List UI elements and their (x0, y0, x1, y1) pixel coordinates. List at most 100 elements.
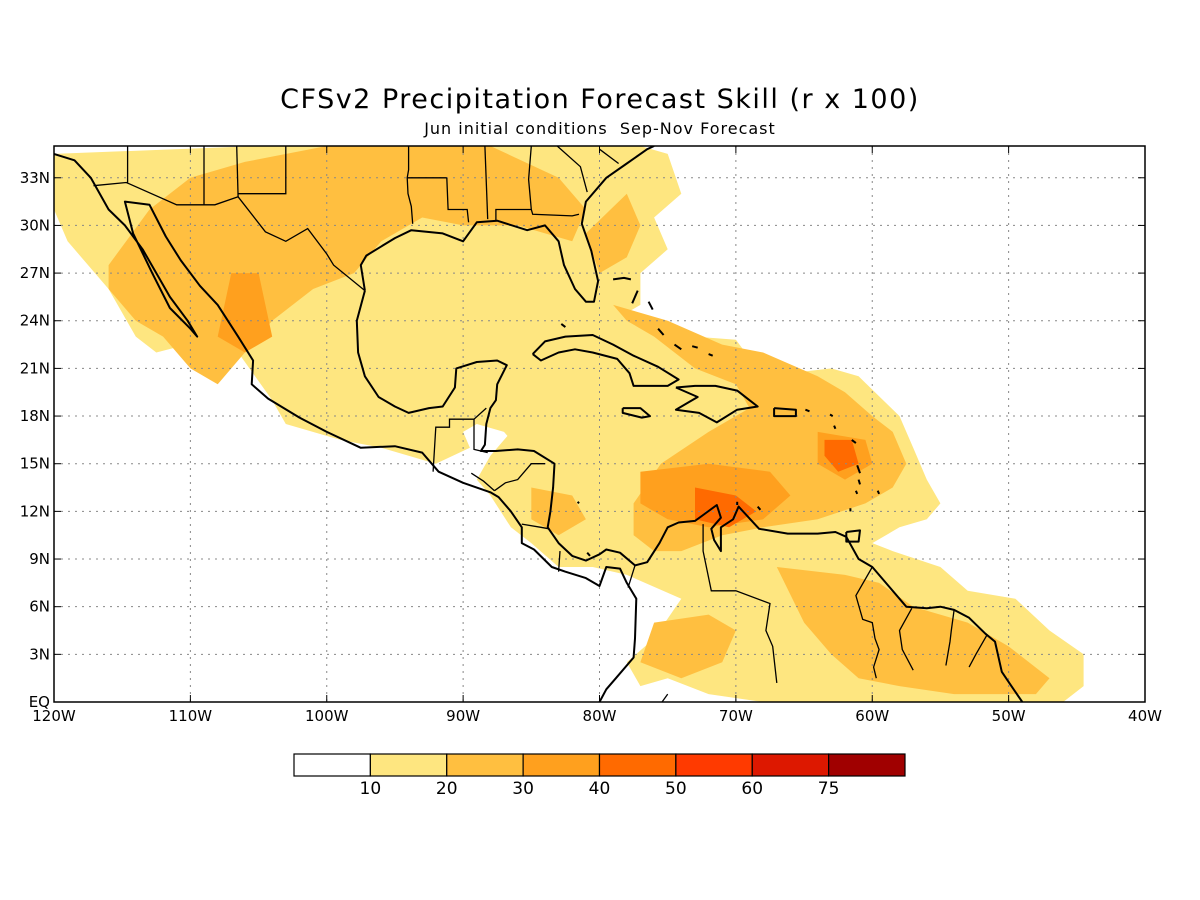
skill-region-level-2 (776, 567, 1050, 695)
coastline (674, 384, 759, 424)
border-line (968, 634, 988, 668)
lat-tick-label: 24N (20, 312, 50, 330)
lon-tick-label: 110W (169, 707, 213, 725)
lon-tick-label: 90W (446, 707, 480, 725)
colorbar-label: 50 (665, 779, 687, 799)
coastline (531, 334, 680, 387)
coastline (355, 290, 1024, 702)
chart-subtitle: Jun initial conditions Sep-Nov Forecast (424, 119, 776, 138)
coastline (708, 353, 714, 357)
lat-tick-label: 9N (29, 550, 50, 568)
lat-tick-label: 18N (20, 407, 50, 425)
coastline (621, 407, 651, 419)
lon-tick-label: 70W (719, 707, 753, 725)
coastline (612, 276, 632, 281)
lat-tick-label: 6N (29, 598, 50, 616)
colorbar-swatch (675, 753, 753, 777)
colorbar-swatch (598, 753, 677, 777)
colorbar-label: 10 (360, 779, 382, 799)
border-line (556, 146, 588, 193)
border-line (236, 146, 239, 197)
border-line (945, 609, 955, 666)
coastlines (54, 146, 1024, 702)
border-line (661, 693, 669, 702)
lat-tick-label: 33N (20, 169, 50, 187)
border-line (494, 463, 545, 492)
border-line (484, 146, 489, 220)
lon-tick-label: 100W (305, 707, 349, 725)
coastline (657, 328, 665, 336)
coastline (673, 343, 682, 351)
colorbar-swatch (293, 753, 371, 777)
colorbar-swatch (369, 753, 448, 777)
lon-tick-label: 80W (583, 707, 617, 725)
border-line (627, 565, 636, 588)
colorbar-label: 60 (741, 779, 763, 799)
lat-tick-label: 15N (20, 455, 50, 473)
border-line (855, 566, 880, 679)
border-line (238, 146, 287, 195)
border-line (446, 177, 470, 223)
coastline (576, 501, 580, 505)
colorbar-swatch (446, 753, 524, 777)
chart-title: CFSv2 Precipitation Forecast Skill (r x … (280, 84, 920, 115)
coastline (560, 323, 567, 328)
border-line (432, 418, 488, 472)
colorbar: 10 20 30 40 50 60 75 (293, 753, 906, 799)
lat-tick-label: 21N (20, 359, 50, 377)
coastline (856, 464, 861, 474)
political-borders (93, 146, 988, 702)
skill-region-level-4 (824, 439, 859, 472)
colorbar-swatch (522, 753, 601, 777)
coastline (805, 408, 810, 413)
border-line (599, 148, 619, 165)
colorbar-label: 20 (436, 779, 458, 799)
lat-tick-label: 12N (20, 502, 50, 520)
border-line (898, 607, 914, 671)
skill-region-level-2 (585, 193, 641, 274)
lat-tick-label: EQ (29, 693, 50, 711)
border-line (530, 209, 580, 217)
coastline (829, 413, 834, 417)
lon-tick-label: 60W (855, 707, 889, 725)
border-line (521, 523, 550, 530)
colorbar-label: 40 (589, 779, 611, 799)
coastline (631, 290, 639, 304)
border-line (702, 524, 778, 683)
coastline (851, 439, 857, 444)
coastline (359, 146, 655, 303)
colorbar-label: 30 (512, 779, 534, 799)
border-line (473, 407, 487, 420)
border-line (93, 181, 366, 292)
lon-tick-label: 120W (32, 707, 76, 725)
lat-tick-label: 3N (29, 645, 50, 663)
border-line (470, 472, 495, 492)
coastline (845, 529, 861, 543)
colorbar-label: 75 (818, 779, 840, 799)
lon-tick-label: 50W (992, 707, 1026, 725)
axis-ticks: EQ 3N 6N 9N 12N 15N 18N 21N 24N 27N 30N 33N 120W 110W… (20, 146, 1162, 725)
coastline (54, 152, 638, 702)
coastline (586, 552, 591, 557)
skill-region-level-4 (695, 487, 757, 528)
coastline (857, 479, 861, 485)
lat-tick-label: 30N (20, 216, 50, 234)
skill-region-level-3 (217, 273, 273, 353)
coastline (773, 407, 797, 418)
colorbar-swatch (828, 753, 906, 777)
coastline (691, 345, 698, 349)
colorbar-swatch (751, 753, 830, 777)
coastline (833, 425, 837, 430)
lat-tick-label: 27N (20, 264, 50, 282)
lon-tick-label: 40W (1128, 707, 1162, 725)
gridlines (54, 146, 1145, 702)
coastline (854, 490, 859, 495)
skill-shading (54, 146, 1084, 702)
skill-region-level-2 (640, 614, 736, 679)
coastline (647, 301, 654, 311)
coastline (756, 505, 762, 511)
coastline (876, 490, 881, 495)
border-line (406, 146, 414, 224)
border-line (557, 551, 561, 572)
